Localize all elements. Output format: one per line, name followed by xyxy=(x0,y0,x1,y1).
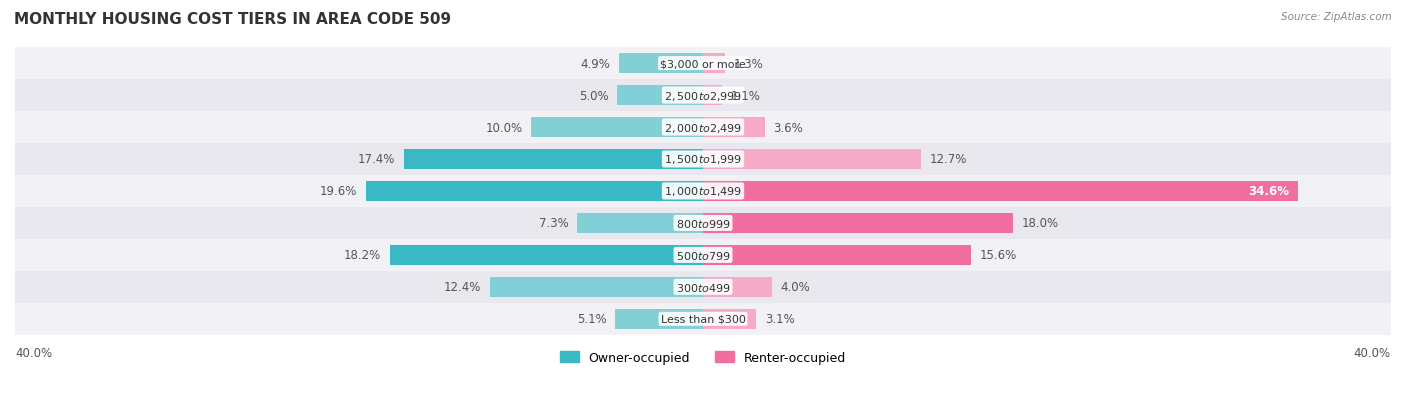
Bar xyxy=(616,309,703,329)
Text: $800 to $999: $800 to $999 xyxy=(675,217,731,229)
Bar xyxy=(489,277,703,297)
Text: 3.6%: 3.6% xyxy=(773,121,803,134)
Text: Less than $300: Less than $300 xyxy=(661,314,745,324)
Bar xyxy=(703,214,1012,233)
Text: 17.4%: 17.4% xyxy=(357,153,395,166)
Text: 18.0%: 18.0% xyxy=(1021,217,1059,230)
Text: $500 to $799: $500 to $799 xyxy=(675,249,731,261)
Text: 19.6%: 19.6% xyxy=(321,185,357,198)
Text: 7.3%: 7.3% xyxy=(538,217,569,230)
Text: 10.0%: 10.0% xyxy=(485,121,523,134)
Bar xyxy=(578,214,703,233)
Text: $3,000 or more: $3,000 or more xyxy=(661,59,745,69)
Text: $1,500 to $1,999: $1,500 to $1,999 xyxy=(664,153,742,166)
Text: $2,000 to $2,499: $2,000 to $2,499 xyxy=(664,121,742,134)
Text: $300 to $499: $300 to $499 xyxy=(675,281,731,293)
Text: 1.3%: 1.3% xyxy=(734,57,763,71)
Text: 40.0%: 40.0% xyxy=(15,347,52,359)
Bar xyxy=(15,271,1391,303)
Bar xyxy=(15,144,1391,176)
Bar xyxy=(703,182,1298,202)
Bar xyxy=(703,54,725,74)
Bar xyxy=(617,86,703,106)
Text: 40.0%: 40.0% xyxy=(1354,347,1391,359)
Text: $2,500 to $2,999: $2,500 to $2,999 xyxy=(664,89,742,102)
Text: 15.6%: 15.6% xyxy=(980,249,1017,262)
Bar xyxy=(15,303,1391,335)
Text: 18.2%: 18.2% xyxy=(344,249,381,262)
Bar xyxy=(15,80,1391,112)
Bar xyxy=(703,245,972,265)
Bar xyxy=(15,48,1391,80)
Bar xyxy=(703,150,921,169)
Text: 34.6%: 34.6% xyxy=(1249,185,1289,198)
Bar xyxy=(389,245,703,265)
Text: $1,000 to $1,499: $1,000 to $1,499 xyxy=(664,185,742,198)
Bar xyxy=(15,239,1391,271)
Bar xyxy=(404,150,703,169)
Bar xyxy=(366,182,703,202)
Text: 4.9%: 4.9% xyxy=(581,57,610,71)
Legend: Owner-occupied, Renter-occupied: Owner-occupied, Renter-occupied xyxy=(555,346,851,369)
Bar xyxy=(15,112,1391,144)
Bar xyxy=(15,176,1391,207)
Bar xyxy=(703,118,765,138)
Bar xyxy=(703,309,756,329)
Text: 12.7%: 12.7% xyxy=(929,153,967,166)
Text: 12.4%: 12.4% xyxy=(444,281,481,294)
Text: 4.0%: 4.0% xyxy=(780,281,810,294)
Bar xyxy=(619,54,703,74)
Text: 5.1%: 5.1% xyxy=(576,313,606,325)
Bar xyxy=(703,86,721,106)
Text: 3.1%: 3.1% xyxy=(765,313,794,325)
Bar xyxy=(703,277,772,297)
Text: MONTHLY HOUSING COST TIERS IN AREA CODE 509: MONTHLY HOUSING COST TIERS IN AREA CODE … xyxy=(14,12,451,27)
Text: 5.0%: 5.0% xyxy=(579,89,609,102)
Bar xyxy=(15,207,1391,239)
Text: 1.1%: 1.1% xyxy=(731,89,761,102)
Bar xyxy=(531,118,703,138)
Text: Source: ZipAtlas.com: Source: ZipAtlas.com xyxy=(1281,12,1392,22)
